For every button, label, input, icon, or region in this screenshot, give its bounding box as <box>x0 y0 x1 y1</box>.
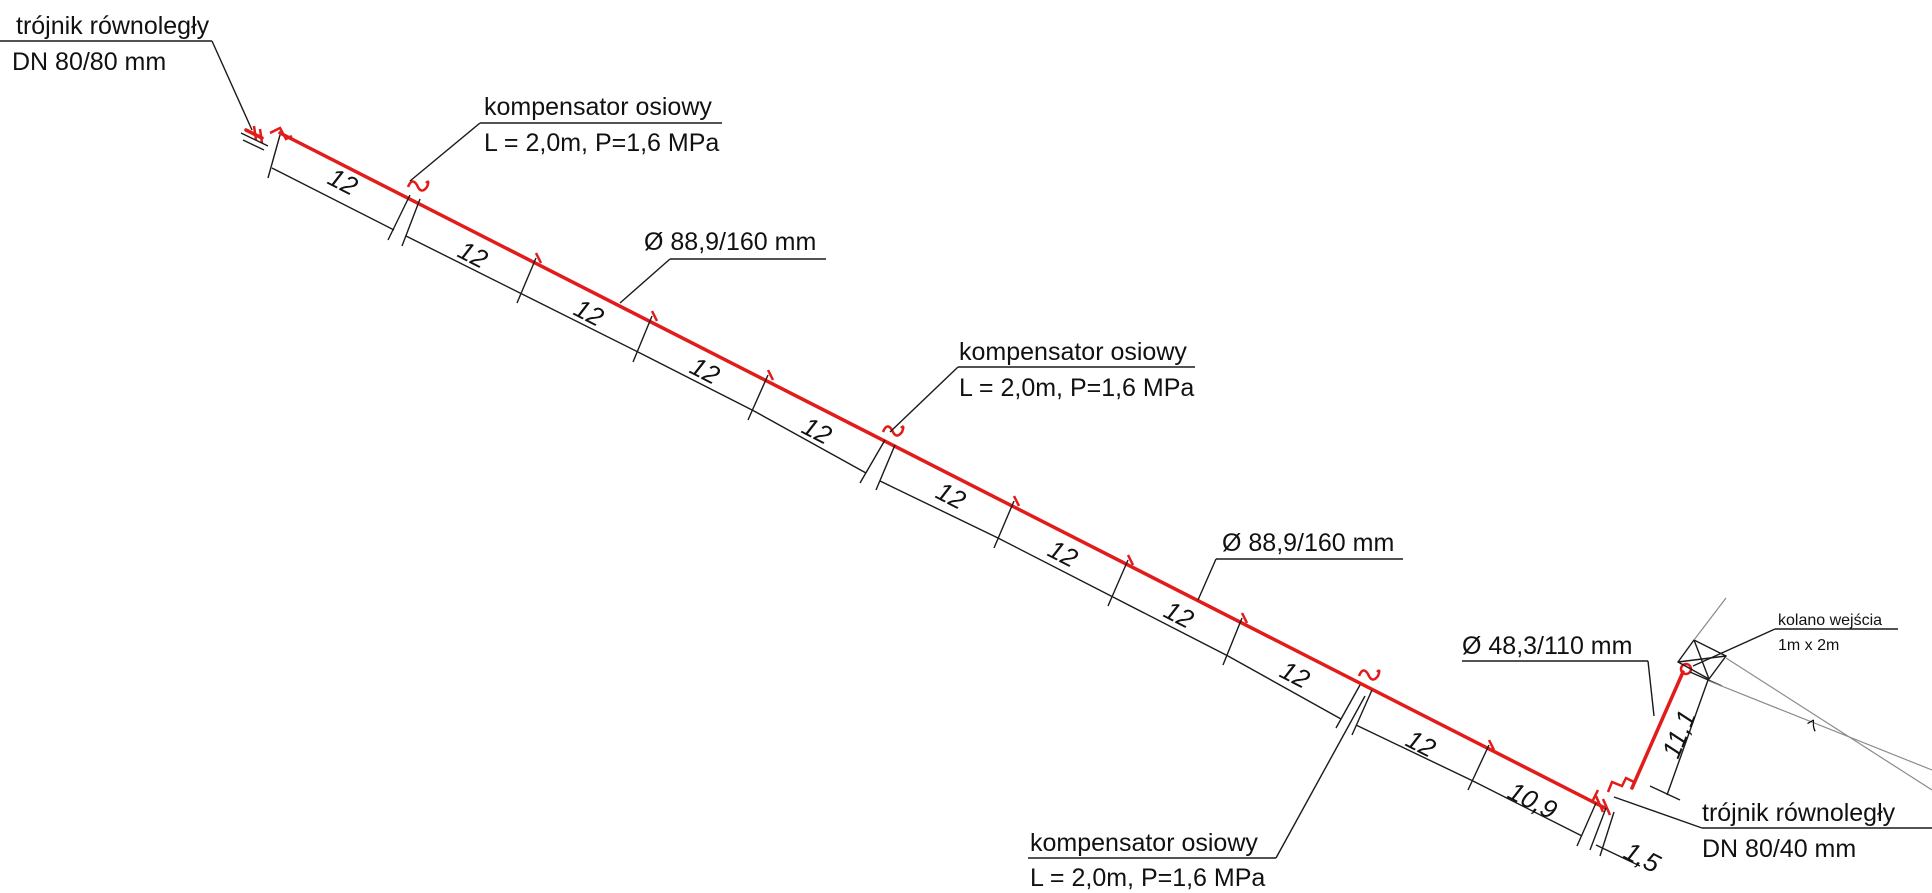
dim-text-9: 12 <box>1275 655 1315 695</box>
grey-guide-lines <box>1693 597 1932 791</box>
compensator-symbol-1 <box>406 180 430 192</box>
dimension-lines <box>267 134 1723 867</box>
compensator-symbol-3 <box>1357 669 1381 681</box>
dim-text-1: 12 <box>323 162 363 202</box>
pipe-ticks <box>534 252 1496 751</box>
dim-text-10: 12 <box>1401 724 1441 764</box>
elbow-label-line2: 1m x 2m <box>1778 637 1839 654</box>
tee-bottom-label-line1: trójnik równoległy <box>1702 799 1896 827</box>
dim-text-12: 1,5 <box>1619 836 1665 879</box>
tee-top-symbol <box>240 125 293 151</box>
compensator-symbol-2 <box>881 425 905 437</box>
compensator-1-label-line2: L = 2,0m, P=1,6 MPa <box>484 129 719 157</box>
elbow-box <box>1676 639 1728 680</box>
slope-mark: 7 <box>1806 717 1822 736</box>
tee-bottom-symbol <box>1590 776 1635 816</box>
dim-text-2: 12 <box>453 235 493 275</box>
compensator-1-label-line1: kompensator osiowy <box>484 93 712 121</box>
compensator-3-label-line2: L = 2,0m, P=1,6 MPa <box>1030 864 1265 892</box>
pipe-2-diameter-label: Ø 88,9/160 mm <box>1222 529 1394 557</box>
compensator-2-label-line2: L = 2,0m, P=1,6 MPa <box>959 374 1194 402</box>
compensator-2-label-line1: kompensator osiowy <box>959 338 1187 366</box>
elbow-label-line1: kolano wejścia <box>1778 612 1882 629</box>
compensator-3-label-line1: kompensator osiowy <box>1030 829 1258 857</box>
dim-text-8: 12 <box>1159 595 1199 635</box>
dim-text-5: 12 <box>797 411 837 451</box>
pipe-3-diameter-label: Ø 48,3/110 mm <box>1462 632 1632 660</box>
main-pipe <box>278 131 1607 810</box>
tee-top-label-line1: trójnik równoległy <box>16 12 210 40</box>
dimension-texts: 12 12 12 12 12 12 12 12 12 12 10,9 1,5 1… <box>323 162 1702 879</box>
leader-lines <box>0 40 1932 859</box>
tee-bottom-label-line2: DN 80/40 mm <box>1702 835 1856 863</box>
pipe-1-diameter-label: Ø 88,9/160 mm <box>644 228 816 256</box>
branch-pipe <box>1630 670 1685 790</box>
tee-top-label-line2: DN 80/80 mm <box>12 48 166 76</box>
